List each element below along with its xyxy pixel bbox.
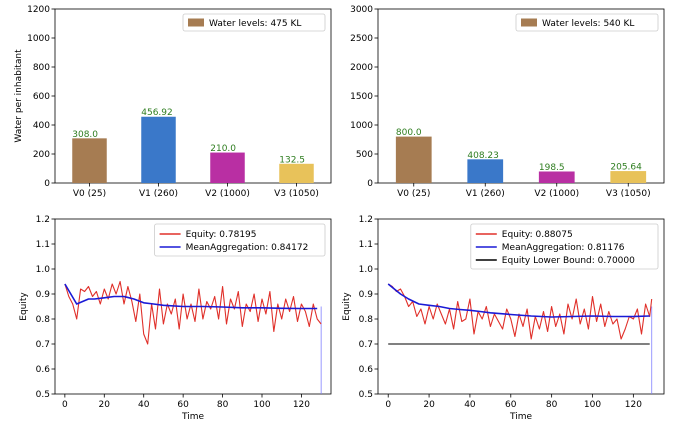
y-tick-label: 0 (44, 179, 50, 189)
y-tick-label: 500 (356, 150, 373, 160)
y-tick-label: 3000 (350, 5, 373, 15)
axes-frame (377, 218, 665, 395)
x-tick-label: 20 (423, 400, 435, 410)
y-axis-label: Equity (19, 292, 29, 321)
x-tick-label: 60 (505, 400, 517, 410)
x-tick-label: 60 (177, 400, 189, 410)
x-tick-label: 20 (99, 400, 111, 410)
x-tick-label: V2 (1000) (205, 189, 250, 199)
series-line-1 (387, 283, 650, 318)
y-tick-label: 0 (367, 179, 373, 189)
y-tick-label: 200 (33, 150, 50, 160)
legend-label: Equity: 0.88075 (502, 230, 573, 240)
y-tick-label: 1.1 (359, 240, 373, 250)
bar-value-label: 198.5 (539, 163, 565, 173)
chart-panel-1: 0 500 1000 1500 2000 2500 3000 V0 (25) 800.0 V1 (… (350, 5, 665, 199)
x-tick-label: V1 (260) (139, 189, 178, 199)
y-tick-label: 600 (33, 92, 50, 102)
legend-label: MeanAggregation: 0.84172 (186, 243, 309, 253)
x-tick-label: 0 (62, 400, 68, 410)
bar-value-label: 800.0 (396, 128, 422, 138)
legend-label: Water levels: 475 KL (209, 19, 301, 29)
bar-value-label: 210.0 (210, 144, 236, 154)
legend-label: MeanAggregation: 0.81176 (502, 243, 625, 253)
y-tick-label: 1000 (350, 121, 373, 131)
y-tick-label: 1500 (350, 92, 373, 102)
x-tick-label: 120 (293, 400, 310, 410)
bar (467, 159, 504, 183)
y-tick-label: 400 (33, 121, 50, 131)
y-axis-label: Equity (342, 292, 352, 321)
bar-value-label: 408.23 (467, 151, 499, 161)
series-line-0 (64, 280, 322, 345)
y-tick-label: 1.0 (359, 265, 374, 275)
x-tick-label: 0 (385, 400, 391, 410)
y-tick-label: 0.7 (359, 340, 373, 350)
y-tick-label: 0.6 (359, 365, 374, 375)
bar-value-label: 308.0 (72, 130, 98, 140)
x-tick-label: 100 (253, 400, 270, 410)
legend-label: Equity: 0.78195 (186, 230, 257, 240)
chart-panel-3: 0.5 0.6 0.7 0.8 0.9 1.0 1.1 1.2 Equity 0 20 40 60 80 1… (342, 215, 665, 422)
y-tick-label: 0.5 (359, 390, 373, 400)
y-tick-label: 0.7 (36, 340, 50, 350)
bar (610, 171, 647, 183)
axes-frame (54, 218, 332, 395)
bar-value-label: 132.5 (279, 155, 305, 165)
legend-box (182, 13, 326, 32)
y-tick-label: 1.1 (36, 240, 50, 250)
bar (141, 116, 176, 183)
bar (279, 163, 314, 183)
y-tick-label: 0.5 (36, 390, 50, 400)
x-axis-label: Time (181, 412, 204, 422)
y-tick-label: 1.2 (36, 215, 50, 225)
y-tick-label: 1000 (27, 34, 50, 44)
y-tick-label: 0.6 (36, 365, 51, 375)
x-tick-label: 120 (625, 400, 642, 410)
x-tick-label: 80 (217, 400, 229, 410)
x-tick-label: V1 (260) (466, 189, 505, 199)
y-tick-label: 800 (33, 63, 50, 73)
y-tick-label: 2500 (350, 34, 373, 44)
x-tick-label: 80 (546, 400, 558, 410)
x-tick-label: 40 (464, 400, 476, 410)
legend-label: Equity Lower Bound: 0.70000 (502, 256, 635, 266)
y-axis-label: Water per inhabitant (14, 49, 24, 143)
y-tick-label: 1200 (27, 5, 50, 15)
series-line-0 (387, 283, 653, 340)
chart-panel-0: 0 200 400 600 800 1000 1200 Water per inhabitan… (14, 5, 332, 199)
legend-box (515, 13, 659, 32)
x-tick-label: V3 (1050) (274, 189, 319, 199)
legend-label: Water levels: 540 KL (542, 19, 634, 29)
bar (395, 136, 432, 183)
y-tick-label: 1.0 (36, 265, 51, 275)
y-tick-label: 0.9 (359, 290, 374, 300)
x-tick-label: V2 (1000) (534, 189, 579, 199)
x-tick-label: V3 (1050) (606, 189, 651, 199)
series-line-1 (64, 283, 318, 310)
y-tick-label: 0.8 (36, 315, 51, 325)
bar (210, 152, 245, 183)
legend-box (470, 223, 659, 270)
bar-value-label: 205.64 (610, 163, 642, 173)
legend-swatch (521, 18, 537, 27)
bar (538, 171, 575, 183)
x-tick-label: V0 (25) (397, 189, 430, 199)
x-tick-label: V0 (25) (73, 189, 106, 199)
y-tick-label: 0.9 (36, 290, 51, 300)
x-axis-label: Time (509, 412, 532, 422)
y-tick-label: 1.2 (359, 215, 373, 225)
bar (72, 138, 107, 183)
chart-panel-2: 0.5 0.6 0.7 0.8 0.9 1.0 1.1 1.2 Equity 0 20 40 60 80 1… (19, 215, 332, 422)
x-tick-label: 100 (584, 400, 601, 410)
y-tick-label: 0.8 (359, 315, 374, 325)
y-tick-label: 2000 (350, 63, 373, 73)
legend-box (154, 223, 326, 257)
legend-swatch (188, 18, 204, 27)
x-tick-label: 40 (138, 400, 150, 410)
bar-value-label: 456.92 (141, 108, 173, 118)
